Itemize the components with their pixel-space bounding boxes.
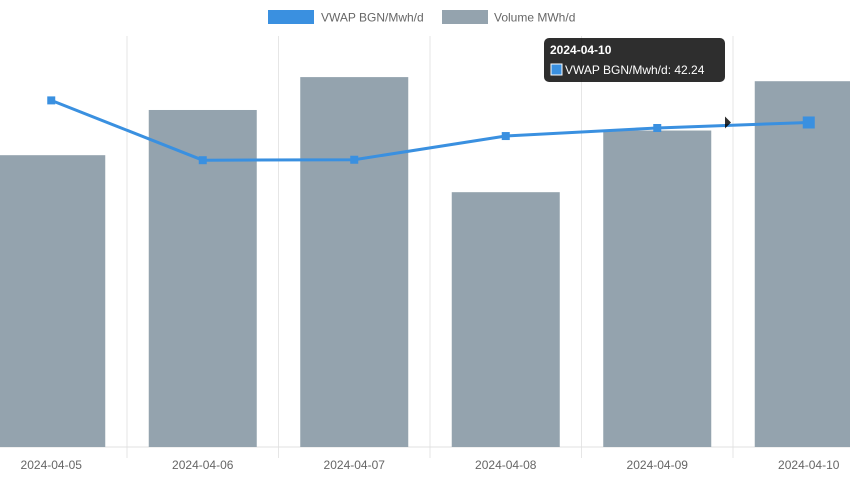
- x-tick-label: 2024-04-09: [627, 458, 689, 472]
- tooltip-caret: [725, 116, 731, 129]
- vwap-point-2024-04-07[interactable]: [350, 155, 359, 164]
- x-axis-tick-labels: 2024-04-05 2024-04-06 2024-04-07 2024-04-08…: [21, 458, 840, 472]
- tooltip-box: [544, 38, 725, 82]
- vwap-line-series: [47, 96, 815, 165]
- bar-2024-04-09[interactable]: [603, 130, 712, 447]
- legend-label: Volume MWh/d: [494, 11, 575, 25]
- bar-2024-04-08[interactable]: [451, 192, 560, 447]
- vwap-point-2024-04-09[interactable]: [653, 124, 662, 132]
- legend-item[interactable]: Volume MWh/d: [442, 10, 575, 25]
- vwap-point-2024-04-06[interactable]: [198, 156, 207, 165]
- vwap-point-2024-04-10[interactable]: [802, 116, 815, 129]
- vwap-point-2024-04-08[interactable]: [501, 132, 510, 141]
- legend-swatch: [442, 10, 488, 24]
- legend-label: VWAP BGN/Mwh/d: [321, 11, 424, 25]
- vwap-point-2024-04-05[interactable]: [47, 96, 56, 105]
- x-tick-label: 2024-04-08: [475, 458, 537, 472]
- x-tick-label: 2024-04-06: [172, 458, 234, 472]
- x-tick-label: 2024-04-05: [21, 458, 83, 472]
- legend: VWAP BGN/Mwh/d Volume MWh/d: [268, 10, 575, 25]
- legend-swatch: [268, 10, 314, 24]
- tooltip: 2024-04-10 VWAP BGN/Mwh/d: 42.24: [544, 38, 731, 129]
- legend-item[interactable]: VWAP BGN/Mwh/d: [268, 10, 424, 25]
- x-tick-label: 2024-04-10: [778, 458, 840, 472]
- x-tick-label: 2024-04-07: [324, 458, 386, 472]
- bar-2024-04-07[interactable]: [300, 77, 409, 447]
- grid-lines: [0, 36, 850, 458]
- bar-2024-04-06[interactable]: [148, 109, 257, 447]
- volume-bars: [0, 77, 850, 448]
- bar-2024-04-10[interactable]: [754, 81, 850, 448]
- bar-2024-04-05[interactable]: [0, 155, 106, 447]
- tooltip-label: VWAP BGN/Mwh/d: 42.24: [565, 63, 705, 77]
- tooltip-swatch: [550, 63, 563, 76]
- tooltip-title: 2024-04-10: [550, 43, 612, 57]
- vwap-line: [50, 99, 809, 162]
